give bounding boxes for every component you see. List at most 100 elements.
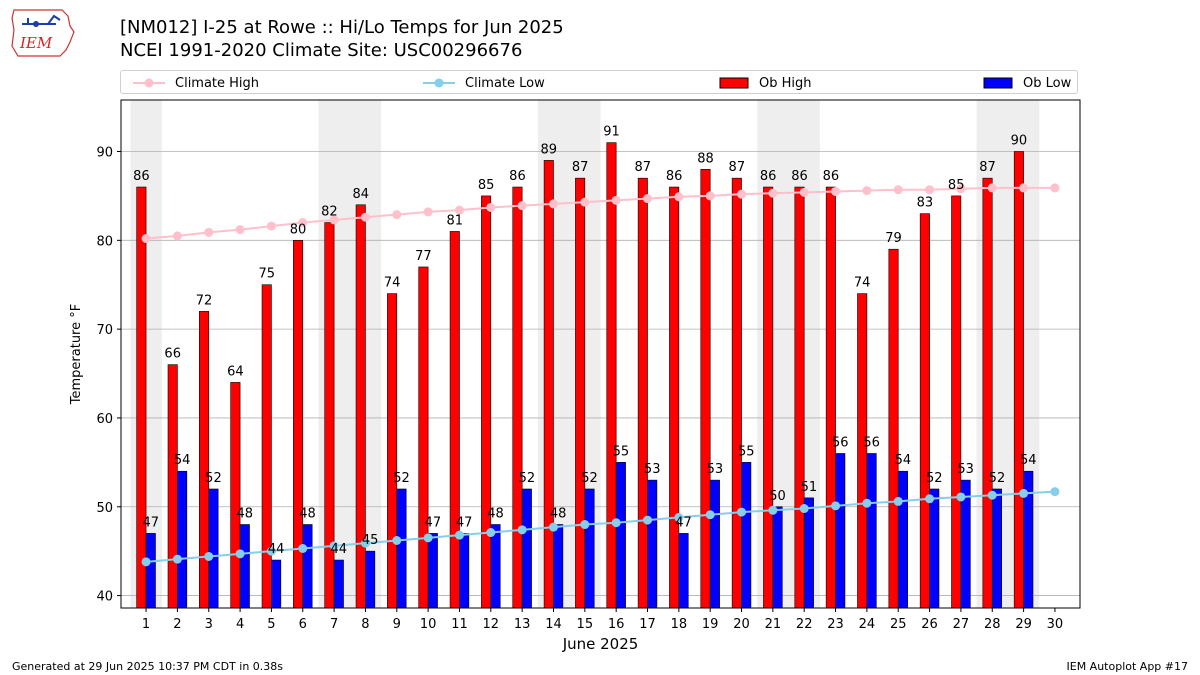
ob-low-label-day-18: 47 [675,515,692,530]
climate-low-point-day-12 [486,528,496,538]
ob-low-bar-day-4 [239,524,250,609]
ob-high-label-day-9: 74 [384,276,401,291]
legend-label-climate-low: Climate Low [465,75,545,91]
ob-low-bar-day-16 [615,462,626,609]
climate-low-point-day-26 [925,494,935,504]
ob-high-label-day-15: 87 [572,160,589,175]
x-tick-label-5: 5 [267,617,275,632]
x-tick-label-22: 22 [796,617,813,632]
ob-low-bar-day-9 [396,488,407,609]
ob-low-label-day-12: 48 [487,507,504,522]
climate-high-point-day-16 [611,195,621,205]
legend: Climate High Climate Low Ob High Ob Low [120,70,1078,94]
legend-marker-ob-low [983,77,1013,89]
ob-low-bar-day-12 [490,524,501,609]
climate-high-point-day-7 [329,215,339,225]
ob-low-label-day-24: 56 [863,435,880,450]
ob-low-bar-day-1 [145,533,156,609]
climate-low-point-day-27 [956,492,966,502]
ob-low-bar-day-5 [271,559,282,609]
ob-low-label-day-7: 44 [331,542,348,557]
legend-label-ob-low: Ob Low [1023,75,1072,91]
ob-high-bar-day-28 [982,177,993,609]
ob-high-bar-day-17 [637,177,648,609]
climate-high-point-day-23 [831,186,841,196]
climate-low-point-day-22 [799,504,809,514]
x-tick-label-11: 11 [451,617,468,632]
ob-low-bar-day-14 [553,524,564,609]
x-tick-label-9: 9 [393,617,401,632]
ob-low-label-day-20: 55 [738,444,755,459]
ob-high-label-day-26: 83 [917,196,934,211]
ob-low-bar-day-11 [459,533,470,609]
footer-generated: Generated at 29 Jun 2025 10:37 PM CDT in… [12,660,284,673]
ob-high-label-day-23: 86 [823,169,840,184]
ob-low-label-day-22: 51 [801,480,818,495]
ob-low-label-day-15: 52 [581,471,598,486]
ob-low-label-day-11: 47 [456,515,473,530]
climate-high-point-day-14 [548,199,558,209]
x-tick-label-8: 8 [361,617,369,632]
ob-high-label-day-22: 86 [791,169,808,184]
ob-low-label-day-14: 48 [550,507,567,522]
ob-high-label-day-14: 89 [541,142,558,157]
climate-high-point-day-1 [141,234,151,244]
y-tick-label-70: 70 [96,323,113,338]
ob-high-bar-day-13 [512,186,523,609]
climate-low-point-day-25 [893,496,903,506]
climate-low-point-day-24 [862,498,872,508]
logo-text: IEM [19,34,53,52]
ob-high-bar-day-3 [199,311,210,609]
ob-high-label-day-19: 88 [697,151,714,166]
climate-low-point-day-21 [768,505,778,515]
ob-low-bar-day-23 [835,453,846,609]
ob-low-label-day-3: 52 [205,471,222,486]
climate-high-point-day-30 [1050,183,1060,193]
ob-high-label-day-27: 85 [948,178,965,193]
legend-marker-climate-low [423,78,455,88]
ob-high-bar-day-10 [418,266,429,609]
climate-low-point-day-20 [737,507,747,517]
climate-high-point-day-22 [799,187,809,197]
ob-low-bar-day-6 [302,524,313,609]
y-axis-label: Temperature °F [69,304,84,405]
ob-high-bar-day-27 [951,195,962,609]
x-tick-label-18: 18 [671,617,688,632]
ob-high-label-day-7: 82 [321,205,338,220]
climate-high-point-day-21 [768,188,778,198]
climate-high-point-day-25 [893,185,903,195]
ob-high-label-day-2: 66 [164,347,181,362]
ob-high-label-day-21: 86 [760,169,777,184]
climate-high-point-day-28 [987,183,997,193]
ob-low-bar-day-15 [584,488,595,609]
climate-low-point-day-17 [643,515,653,525]
ob-high-label-day-6: 80 [290,222,307,237]
climate-low-point-day-13 [517,525,527,535]
climate-high-point-day-19 [705,191,715,201]
x-tick-label-30: 30 [1047,617,1064,632]
climate-high-point-day-27 [956,184,966,194]
ob-high-bar-day-16 [606,142,617,609]
climate-low-point-day-5 [266,546,276,556]
ob-high-label-day-28: 87 [979,160,996,175]
ob-low-label-day-13: 52 [519,471,536,486]
ob-high-bar-day-29 [1013,151,1024,609]
legend-item-ob-low: Ob Low [983,74,1071,92]
climate-high-point-day-17 [643,194,653,204]
x-tick-label-3: 3 [205,617,213,632]
climate-high-point-day-10 [423,207,433,217]
ob-high-bar-day-9 [387,293,398,609]
ob-low-bar-day-19 [709,479,720,609]
ob-low-bar-day-7 [333,559,344,609]
ob-high-bar-day-14 [543,160,554,609]
ob-low-bar-day-25 [897,470,908,609]
ob-low-bar-day-18 [678,533,689,609]
ob-high-bar-day-22 [794,186,805,609]
ob-high-bar-day-21 [763,186,774,609]
ob-high-label-day-13: 86 [509,169,526,184]
climate-high-point-day-9 [392,210,402,220]
legend-marker-climate-high [133,78,165,88]
y-tick-label-80: 80 [96,234,113,249]
ob-low-label-day-28: 52 [989,471,1006,486]
